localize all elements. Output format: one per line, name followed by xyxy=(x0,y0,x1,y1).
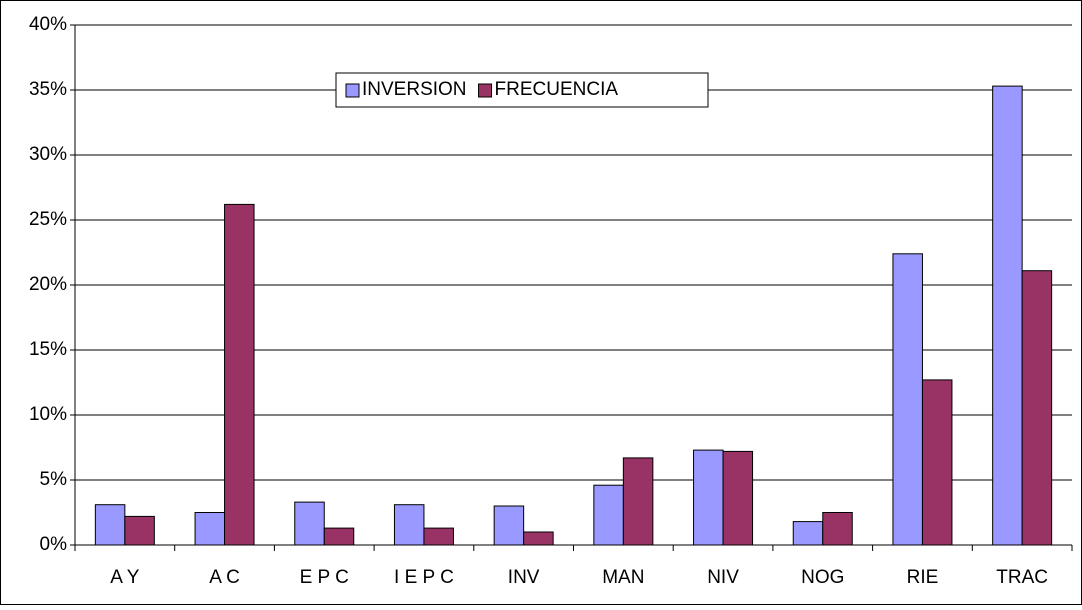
x-tick-label: TRAC xyxy=(996,567,1048,588)
x-tick-label: NIV xyxy=(707,567,739,588)
bar xyxy=(992,85,1023,546)
y-tick-label: 35% xyxy=(29,79,67,100)
y-tick-label: 5% xyxy=(40,469,68,490)
x-tick-label: RIE xyxy=(907,567,939,588)
bar xyxy=(194,512,226,546)
y-tick-label: 15% xyxy=(29,339,67,360)
x-tick-label: INV xyxy=(508,567,540,588)
y-tick-label: 10% xyxy=(29,404,67,425)
x-tick-label: E P C xyxy=(300,567,349,588)
bar xyxy=(393,504,425,546)
bar xyxy=(822,512,853,546)
x-tick-label: A Y xyxy=(110,567,140,588)
bar xyxy=(294,501,325,546)
bar xyxy=(693,449,724,546)
bar xyxy=(921,379,953,546)
x-tick-label: I E P C xyxy=(394,567,454,588)
bar xyxy=(523,531,554,546)
bar xyxy=(323,527,355,546)
legend-box xyxy=(335,72,709,108)
y-tick-label: 30% xyxy=(29,144,67,165)
bar xyxy=(892,253,923,546)
legend-swatch xyxy=(345,83,360,98)
y-tick-label: 20% xyxy=(29,274,67,295)
bar xyxy=(593,484,624,546)
bar xyxy=(1021,270,1053,546)
bar xyxy=(622,457,654,546)
x-tick-label: MAN xyxy=(602,567,644,588)
legend-label: INVERSION xyxy=(362,79,467,100)
legend-swatch xyxy=(478,83,493,98)
bar xyxy=(722,450,754,546)
y-tick-label: 25% xyxy=(29,209,67,230)
bar xyxy=(423,527,454,546)
x-tick-label: A C xyxy=(209,567,240,588)
bar xyxy=(792,521,824,546)
y-tick-label: 40% xyxy=(29,14,67,35)
x-tick-label: NOG xyxy=(801,567,844,588)
legend-label: FRECUENCIA xyxy=(495,79,619,100)
bar xyxy=(224,203,255,546)
bar xyxy=(493,505,525,546)
bar xyxy=(124,515,155,546)
bar xyxy=(94,504,126,546)
y-tick-label: 0% xyxy=(40,534,68,555)
